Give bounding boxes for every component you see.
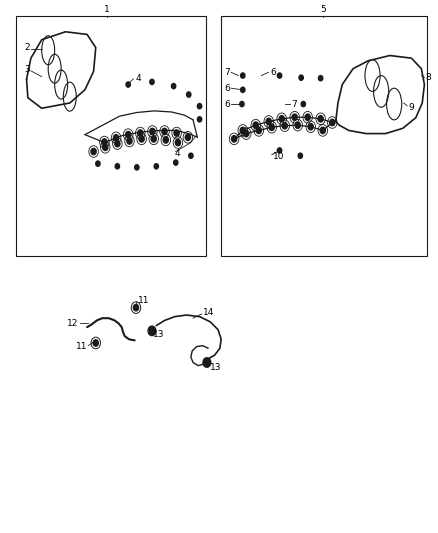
Circle shape — [203, 358, 211, 367]
Circle shape — [282, 123, 287, 129]
Text: 12: 12 — [67, 319, 78, 328]
Circle shape — [185, 134, 191, 141]
Circle shape — [330, 119, 335, 126]
Circle shape — [256, 127, 261, 134]
Text: 5: 5 — [320, 5, 326, 14]
Circle shape — [301, 101, 305, 107]
Text: 9: 9 — [408, 103, 414, 112]
Text: 8: 8 — [426, 73, 431, 82]
Circle shape — [244, 131, 249, 137]
Circle shape — [299, 75, 304, 80]
Circle shape — [126, 132, 131, 138]
Circle shape — [162, 128, 167, 135]
Circle shape — [240, 127, 245, 134]
Circle shape — [115, 164, 120, 169]
Circle shape — [151, 136, 156, 142]
Circle shape — [174, 130, 179, 136]
Text: 11: 11 — [138, 296, 149, 305]
Circle shape — [150, 79, 154, 85]
Text: 6: 6 — [270, 68, 276, 77]
Circle shape — [308, 124, 313, 130]
Circle shape — [279, 116, 284, 122]
Circle shape — [232, 136, 237, 142]
Circle shape — [187, 92, 191, 97]
Circle shape — [173, 160, 178, 165]
Circle shape — [93, 340, 99, 346]
Text: 6: 6 — [224, 84, 230, 93]
Text: 7: 7 — [292, 100, 297, 109]
Circle shape — [126, 82, 131, 87]
Circle shape — [198, 117, 202, 122]
Circle shape — [298, 153, 303, 158]
Text: 10: 10 — [273, 152, 285, 161]
Text: 4: 4 — [136, 74, 141, 83]
Circle shape — [148, 326, 156, 336]
Text: 13: 13 — [153, 329, 165, 338]
Circle shape — [277, 73, 282, 78]
Circle shape — [240, 73, 245, 78]
Circle shape — [113, 135, 119, 141]
Circle shape — [240, 101, 244, 107]
Circle shape — [115, 140, 120, 147]
Circle shape — [305, 114, 310, 120]
Circle shape — [91, 148, 96, 155]
Circle shape — [102, 139, 107, 145]
Text: 7: 7 — [224, 68, 230, 77]
Circle shape — [253, 122, 258, 128]
Circle shape — [318, 116, 323, 122]
Circle shape — [175, 139, 180, 146]
Circle shape — [198, 103, 202, 109]
Text: 2: 2 — [24, 43, 30, 52]
Circle shape — [295, 122, 300, 128]
Circle shape — [133, 304, 138, 311]
Circle shape — [163, 137, 169, 143]
Circle shape — [127, 138, 132, 144]
Circle shape — [102, 144, 108, 150]
Bar — [16, 16, 206, 256]
Circle shape — [189, 153, 193, 158]
Circle shape — [266, 118, 272, 125]
Circle shape — [96, 161, 100, 166]
Text: 1: 1 — [104, 5, 110, 14]
Text: 11: 11 — [76, 342, 87, 351]
Text: 3: 3 — [24, 65, 30, 74]
Circle shape — [277, 148, 282, 153]
Circle shape — [269, 124, 274, 131]
Circle shape — [139, 136, 144, 142]
Circle shape — [150, 128, 155, 135]
Circle shape — [318, 76, 323, 81]
Text: 6: 6 — [224, 100, 230, 109]
Bar — [221, 16, 427, 256]
Circle shape — [292, 114, 297, 120]
Circle shape — [171, 84, 176, 89]
Circle shape — [134, 165, 139, 170]
Text: 4: 4 — [175, 149, 180, 158]
Circle shape — [138, 130, 143, 136]
Circle shape — [154, 164, 159, 169]
Circle shape — [320, 127, 325, 134]
Circle shape — [240, 87, 245, 92]
Text: 13: 13 — [209, 364, 221, 372]
Text: 14: 14 — [202, 309, 214, 318]
